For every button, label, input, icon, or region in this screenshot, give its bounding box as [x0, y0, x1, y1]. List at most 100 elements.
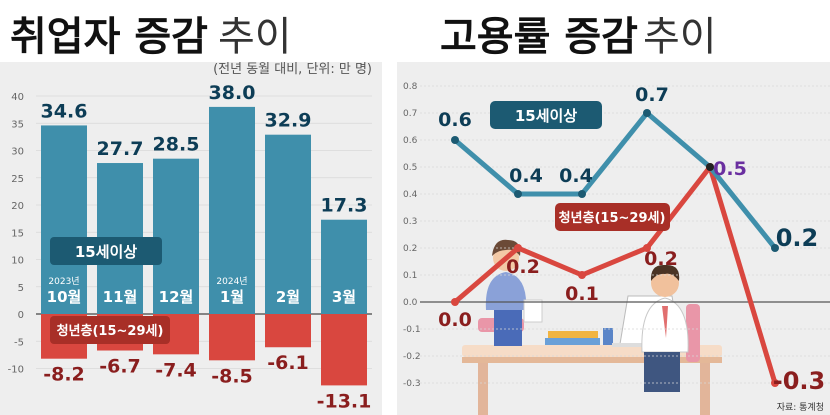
- bar-youth: [265, 314, 311, 348]
- bar-ytick-label: 10: [11, 256, 24, 267]
- bar-category-label: 12월: [159, 288, 194, 306]
- man-legs: [644, 352, 680, 392]
- line-ytick-label: 0.2: [403, 244, 417, 254]
- bar-year-label: 2023년: [48, 276, 79, 287]
- table-leg-right: [700, 363, 710, 415]
- left-title-light: 추이: [218, 14, 292, 60]
- right-title-bold: 고용률 증감: [440, 14, 638, 60]
- right-title-light: 추이: [643, 14, 717, 60]
- bar-value-label: -6.7: [99, 356, 141, 378]
- bar-value-label: -7.4: [155, 359, 197, 381]
- point-15-plus: [643, 109, 651, 117]
- line-ytick-label: 0.1: [403, 271, 417, 281]
- line-ytick-label: 0.6: [403, 136, 418, 146]
- chair-right: [686, 304, 700, 362]
- line-ytick-label: 0.4: [403, 190, 418, 200]
- point-youth: [578, 271, 586, 279]
- line-legend-label-15-plus: 15세이상: [515, 107, 577, 125]
- line-ytick-label: 0.8: [403, 82, 418, 92]
- man-tie: [662, 306, 668, 338]
- line-legend-badge-youth: [555, 203, 670, 231]
- point-15-plus: [451, 136, 459, 144]
- bar-ytick-label: 5: [18, 283, 24, 294]
- bar-category-label: 10월: [47, 288, 82, 306]
- bar-ytick-label: 35: [11, 119, 24, 130]
- line-ytick-label: -0.3: [403, 379, 421, 389]
- line-ytick-label: 0.5: [403, 163, 417, 173]
- bar-youth: [321, 314, 367, 386]
- line-ytick-label: 0.3: [403, 217, 417, 227]
- point-youth: [514, 244, 522, 252]
- line-legend-badge-15-plus: [490, 101, 602, 129]
- left-title-bold: 취업자 증감: [10, 14, 208, 60]
- bar-ytick-label: 15: [11, 228, 24, 239]
- line-value-label-youth: 0.2: [506, 256, 540, 278]
- line-ytick-label: 0.0: [403, 298, 418, 308]
- line-value-label-youth: 0.2: [644, 248, 678, 270]
- point-15-plus: [514, 190, 522, 198]
- bar-value-label: 32.9: [265, 110, 312, 132]
- legend-label-15-plus: 15세이상: [75, 243, 137, 261]
- line-value-label-15-plus: 0.5: [713, 158, 747, 180]
- bar-category-label: 3월: [332, 288, 356, 306]
- bar-category-label: 2월: [276, 288, 300, 306]
- bar-ytick-label: 30: [11, 147, 24, 158]
- bar-youth: [209, 314, 255, 361]
- line-value-label-youth: -0.3: [773, 367, 825, 395]
- bar-15-plus: [41, 125, 87, 315]
- bar-ytick-label: 25: [11, 174, 24, 185]
- line-value-label-15-plus: 0.4: [509, 165, 543, 187]
- bar-ytick-label: 40: [11, 92, 24, 103]
- bar-value-label: -6.1: [267, 352, 309, 374]
- person-man: [641, 264, 689, 392]
- bar-value-label: -13.1: [317, 390, 372, 412]
- line-ytick-label: -0.1: [403, 325, 421, 335]
- bar-15-plus: [321, 219, 367, 314]
- line-value-label-15-plus: 0.6: [438, 109, 472, 131]
- bar-value-label: 28.5: [153, 134, 200, 156]
- series-line-youth: [452, 164, 778, 386]
- bar-category-label: 11월: [103, 288, 138, 306]
- bar-15-plus: [153, 158, 199, 314]
- legend-badge-youth: [50, 316, 170, 344]
- bar-category-label: 1월: [220, 288, 244, 306]
- point-15-plus: [771, 244, 779, 252]
- paper: [523, 299, 543, 323]
- line-ytick-label: 0.7: [403, 109, 417, 119]
- legend-badge-15-plus: [50, 237, 162, 265]
- bar-ytick-label: -5: [14, 337, 24, 348]
- line-ytick-label: -0.2: [403, 352, 421, 362]
- bar-value-label: -8.2: [43, 364, 85, 386]
- bar-ytick-label: 0: [18, 310, 24, 321]
- office-illustration: [462, 239, 722, 415]
- point-youth: [771, 379, 779, 387]
- bar-value-label: 27.7: [97, 138, 144, 160]
- woman-hair: [492, 239, 521, 256]
- line-chart: 0.8 0.7 0.6 0.5 0.4 0.3 0.2 0.1 0.0 -0.1 -0.2 -0.3 0…: [403, 82, 830, 395]
- bar-ytick-label: 20: [11, 201, 24, 212]
- bar-value-label: 17.3: [321, 195, 368, 217]
- woman-legs: [494, 310, 522, 346]
- binder-yellow: [548, 331, 598, 338]
- bar-15-plus: [265, 134, 311, 314]
- source-note: 자료: 통계청: [777, 401, 824, 413]
- point-youth: [643, 244, 651, 252]
- line-value-label-15-plus: 0.2: [776, 224, 819, 252]
- point-youth: [451, 298, 459, 306]
- point-15-plus: [578, 190, 586, 198]
- line-value-label-youth: 0.1: [565, 283, 599, 305]
- bar-ytick-label: -10: [8, 365, 24, 376]
- bar-value-label: -8.5: [211, 365, 253, 387]
- bar-value-label: 34.6: [41, 100, 88, 122]
- line-legend-label-youth: 청년층(15~29세): [559, 210, 666, 226]
- bar-15-plus: [209, 106, 255, 315]
- bar-year-label: 2024년: [216, 276, 247, 287]
- line-value-label-15-plus: 0.7: [635, 84, 669, 106]
- cup: [603, 328, 613, 345]
- table-leg-left: [478, 363, 488, 415]
- point-15-plus: [706, 163, 714, 171]
- left-subtitle: (전년 동월 대비, 단위: 만 명): [213, 62, 372, 77]
